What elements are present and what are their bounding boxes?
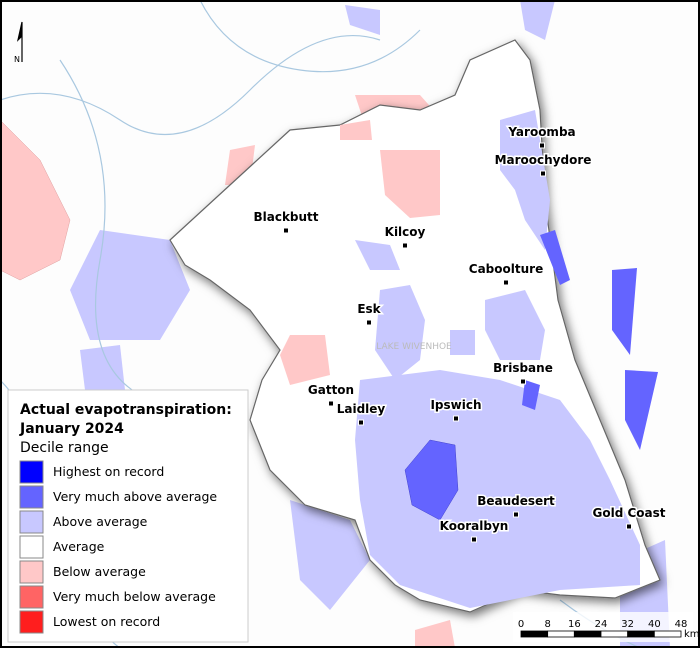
legend-label: Lowest on record: [53, 614, 160, 629]
scale-segment: [520, 630, 549, 638]
town-label: Caboolture: [469, 262, 543, 276]
town-marker: [328, 400, 334, 407]
legend-box: [7, 389, 249, 643]
town-marker: [513, 511, 519, 518]
town-marker: [453, 415, 459, 422]
town-marker: [366, 319, 372, 326]
legend-title: January 2024: [19, 421, 124, 437]
town-label: Maroochydore: [495, 153, 592, 167]
scale-label: 0: [518, 619, 524, 630]
town-marker: [503, 279, 509, 286]
scale-segment: [573, 630, 602, 638]
town-marker: [283, 227, 289, 234]
legend-items: Highest on record Very much above average…: [19, 460, 217, 634]
north-arrow: [16, 21, 23, 62]
town-label: Kilcoy: [385, 225, 426, 239]
town-label: Kooralbyn: [440, 519, 509, 533]
town-label: Yaroomba: [507, 125, 575, 139]
legend-label: Average: [53, 539, 105, 554]
legend-label: Highest on record: [53, 464, 164, 479]
scale-label: 48: [675, 619, 688, 630]
legend-label: Very much above average: [53, 489, 217, 504]
town-marker: [520, 378, 526, 385]
town-marker: [358, 419, 364, 426]
scale-segment: [653, 630, 682, 638]
scale-label: 32: [621, 619, 634, 630]
scale-label: 16: [568, 619, 581, 630]
town-label: Brisbane: [493, 361, 553, 375]
town-label: Laidley: [337, 402, 386, 416]
town-marker: [626, 523, 632, 530]
lake-label: LAKE WIVENHOE: [376, 342, 452, 352]
town-label: Esk: [357, 302, 381, 316]
region-areas: [280, 110, 640, 608]
legend-swatch: [19, 585, 44, 609]
scale-segment: [627, 630, 655, 638]
legend-label: Below average: [53, 564, 146, 579]
town-label: Gold Coast: [592, 506, 665, 520]
scale-label: 8: [544, 619, 550, 630]
legend-swatch: [19, 510, 44, 534]
town-label: Beaudesert: [477, 494, 555, 508]
town-marker: [471, 536, 477, 543]
town-label: Blackbutt: [253, 210, 318, 224]
legend-swatch: [19, 460, 44, 484]
town-marker: [539, 142, 545, 149]
legend-subtitle: Decile range: [20, 440, 109, 456]
legend-label: Above average: [53, 514, 148, 529]
legend-title: Actual evapotranspiration:: [20, 402, 232, 418]
town-label: Ipswich: [430, 398, 481, 412]
scale-unit: km: [684, 629, 700, 640]
scale-label: 40: [648, 619, 661, 630]
legend-label: Very much below average: [53, 589, 216, 604]
town-label: Gatton: [308, 383, 354, 397]
town-marker: [402, 242, 408, 249]
scale-segment: [547, 630, 575, 638]
legend-swatch: [19, 535, 44, 559]
scale-segment: [600, 630, 629, 638]
towns: Yaroomba Maroochydore Blackbutt Kilcoy Caboo…: [252, 124, 667, 543]
legend-swatch: [19, 560, 44, 584]
legend-swatch: [19, 610, 44, 634]
north-label: N: [14, 55, 20, 64]
town-marker: [540, 170, 546, 177]
legend-swatch: [19, 485, 44, 509]
scale-label: 24: [595, 619, 608, 630]
